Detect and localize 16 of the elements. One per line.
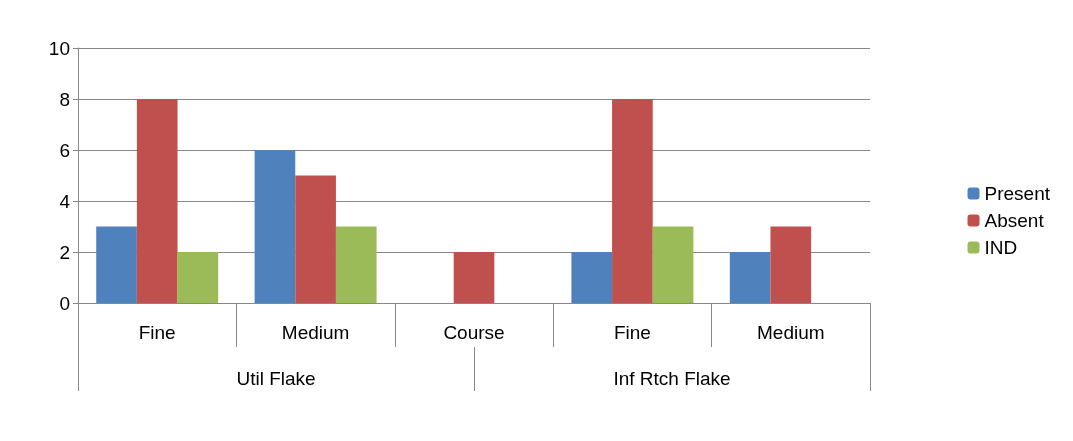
y-tick-label: 8 — [59, 88, 70, 110]
x-tick-label: Medium — [757, 322, 825, 343]
legend-label: Present — [984, 183, 1051, 204]
legend-label: Absent — [984, 210, 1045, 231]
y-tick-label: 6 — [59, 139, 70, 161]
x-tick-label: Medium — [281, 322, 350, 343]
y-tick-label: 2 — [59, 241, 70, 263]
y-tick-label: 4 — [59, 190, 71, 212]
x-tick-label: Course — [443, 322, 505, 343]
legend-label: IND — [984, 237, 1018, 258]
x-tick-label: Fine — [613, 322, 651, 343]
text: Inf Rtch Flake — [613, 368, 731, 389]
x-tick-label: Fine — [138, 322, 176, 343]
text: Util Flake — [236, 368, 316, 389]
y-tick-label: 10 — [48, 37, 70, 59]
y-tick-label: 0 — [59, 292, 70, 314]
